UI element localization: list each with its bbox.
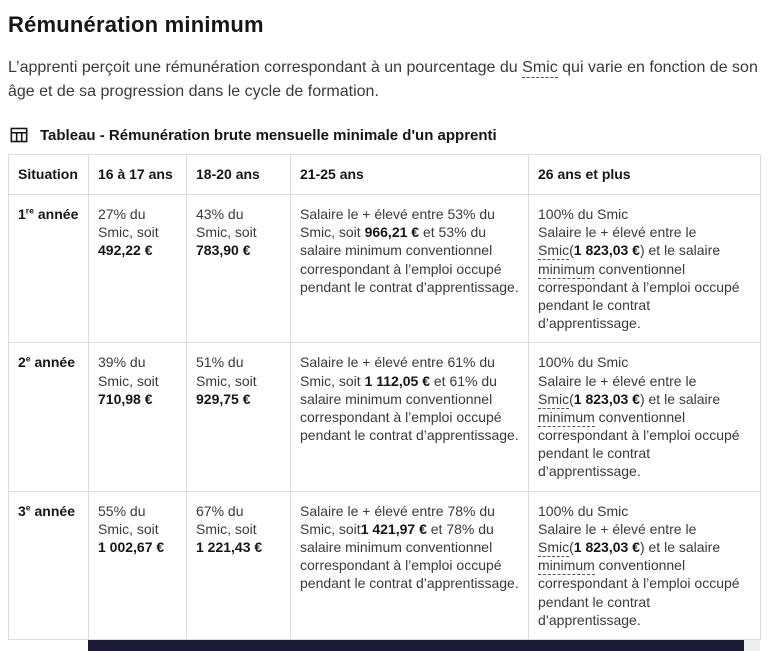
cell-text: 55% du Smic, soit (98, 502, 159, 537)
intro-pre: L’apprenti perçoit une rémunération corr… (8, 59, 523, 76)
table-cell: 67% du Smic, soit 1 221,43 € (186, 490, 291, 640)
cell-text: 43% du Smic, soit (196, 206, 257, 241)
table-cell: Salaire le + élevé entre 78% du Smic, so… (290, 490, 529, 640)
cell-text: conventionnel correspondant à l’emploi o… (538, 408, 740, 480)
header-row: Situation 16 à 17 ans 18-20 ans 21-25 ans 26… (8, 154, 761, 195)
term-link[interactable]: minimum (538, 260, 595, 279)
table-row: 3e année 55% du Smic, soit 1 002,67 €67% … (8, 490, 761, 640)
cell-text: et 61% du salaire minimum conventionnel … (300, 372, 519, 444)
cell-text: année (30, 354, 75, 371)
table-icon (10, 126, 28, 144)
cell-text: et 78% du salaire minimum conventionnel … (300, 520, 519, 592)
cell-text: ( (569, 390, 574, 407)
intro-text: L’apprenti perçoit une rémunération corr… (8, 56, 760, 104)
table-cell: 27% du Smic, soit 492,22 € (88, 193, 187, 344)
cell-text: conventionnel correspondant à l’emploi o… (538, 260, 740, 332)
cell-text: 27% du Smic, soit (98, 206, 159, 241)
cell-text: Salaire le + élevé entre 78% du Smic, so… (300, 502, 495, 537)
term-link[interactable]: minimum (538, 408, 595, 427)
column-header: 26 ans et plus (528, 154, 761, 195)
cell-text: Salaire le + élevé entre le (538, 520, 697, 537)
cell-text: conventionnel correspondant à l’emploi o… (538, 557, 740, 628)
cell-text: 100% du Smic (538, 502, 629, 519)
cell-text: 67% du Smic, soit (196, 502, 257, 537)
column-header: 16 à 17 ans (88, 154, 187, 195)
cell-text: Salaire le + élevé entre le (538, 224, 697, 241)
amount: 1 221,43 € (196, 539, 263, 555)
column-header: 21-25 ans (290, 154, 529, 195)
table-cell: 51% du Smic, soit 929,75 € (186, 342, 291, 492)
cell-text: 1 (18, 206, 26, 222)
amount: 710,98 € (98, 390, 153, 407)
scrollbar-thumb[interactable] (88, 639, 744, 651)
cell-text: Salaire le + élevé entre 61% du Smic, so… (300, 354, 495, 389)
table-body: 1re année 27% du Smic, soit 492,22 €43% d… (8, 193, 761, 640)
cell-text: 51% du Smic, soit (196, 354, 257, 389)
cell-text: année (30, 502, 75, 519)
row-header: 2e année (8, 342, 89, 492)
cell-text: Salaire le + élevé entre le (538, 372, 697, 389)
table-cell: 100% du Smic Salaire le + élevé entre le … (528, 342, 761, 492)
table-row: 1re année 27% du Smic, soit 492,22 €43% d… (8, 193, 761, 344)
table-row: 2e année 39% du Smic, soit 710,98 €51% du… (8, 342, 761, 492)
amount: 1 823,03 € (573, 242, 640, 259)
term-link[interactable]: minimum (538, 557, 595, 576)
cell-text: re (25, 205, 34, 216)
table-cell: 100% du Smic Salaire le + élevé entre le … (528, 193, 761, 344)
cell-text: et 53% du salaire minimum conventionnel … (300, 224, 519, 295)
cell-text: ( (569, 242, 574, 259)
amount: 1 112,05 € (364, 372, 430, 389)
table-cell: 55% du Smic, soit 1 002,67 € (88, 490, 187, 640)
remuneration-table: Situation 16 à 17 ans 18-20 ans 21-25 ans 26… (8, 154, 761, 640)
table-cell: Salaire le + élevé entre 61% du Smic, so… (290, 342, 529, 492)
cell-text: ) et le salaire (639, 390, 721, 407)
amount: 783,90 € (196, 242, 251, 259)
cell-text: ) et le salaire (639, 242, 721, 259)
table-cell: 43% du Smic, soit 783,90 € (186, 193, 291, 344)
cell-text: année (34, 206, 79, 222)
table-caption: Tableau - Rémunération brute mensuelle m… (10, 126, 760, 144)
amount: 1 823,03 € (573, 539, 640, 555)
amount: 1 002,67 € (98, 539, 165, 555)
amount: 929,75 € (196, 390, 251, 407)
table-cell: 39% du Smic, soit 710,98 € (88, 342, 187, 492)
row-header: 3e année (8, 490, 89, 640)
cell-text: ) et le salaire (639, 539, 721, 555)
cell-text: 39% du Smic, soit (98, 354, 159, 389)
term-link[interactable]: Smic (538, 390, 570, 409)
amount: 966,21 € (364, 224, 420, 241)
cell-text: Salaire le + élevé entre 53% du Smic, so… (300, 206, 495, 241)
cell-text: 100% du Smic (538, 206, 629, 222)
cell-text: e (25, 353, 31, 364)
amount: 1 421,97 € (360, 520, 427, 537)
table-caption-text: Tableau - Rémunération brute mensuelle m… (40, 126, 497, 144)
column-header: 18-20 ans (186, 154, 291, 195)
cell-text: e (25, 501, 31, 512)
horizontal-scrollbar[interactable] (88, 639, 760, 651)
smic-term-link[interactable]: Smic (522, 59, 558, 78)
page-title: Rémunération minimum (8, 12, 264, 37)
intro-post: qui varie en fonction de son âge et de s… (8, 59, 758, 100)
amount: 1 823,03 € (573, 390, 640, 407)
cell-text: 100% du Smic (538, 354, 629, 371)
term-link[interactable]: Smic (538, 242, 570, 261)
table-cell: 100% du Smic Salaire le + élevé entre le … (528, 490, 761, 640)
row-header: 1re année (8, 193, 89, 344)
table-cell: Salaire le + élevé entre 53% du Smic, so… (290, 193, 529, 344)
cell-text: 3 (18, 502, 26, 519)
amount: 492,22 € (98, 242, 153, 259)
cell-text: 2 (18, 354, 26, 371)
term-link[interactable]: Smic (538, 539, 570, 557)
column-header: Situation (8, 154, 89, 195)
cell-text: ( (569, 539, 574, 555)
